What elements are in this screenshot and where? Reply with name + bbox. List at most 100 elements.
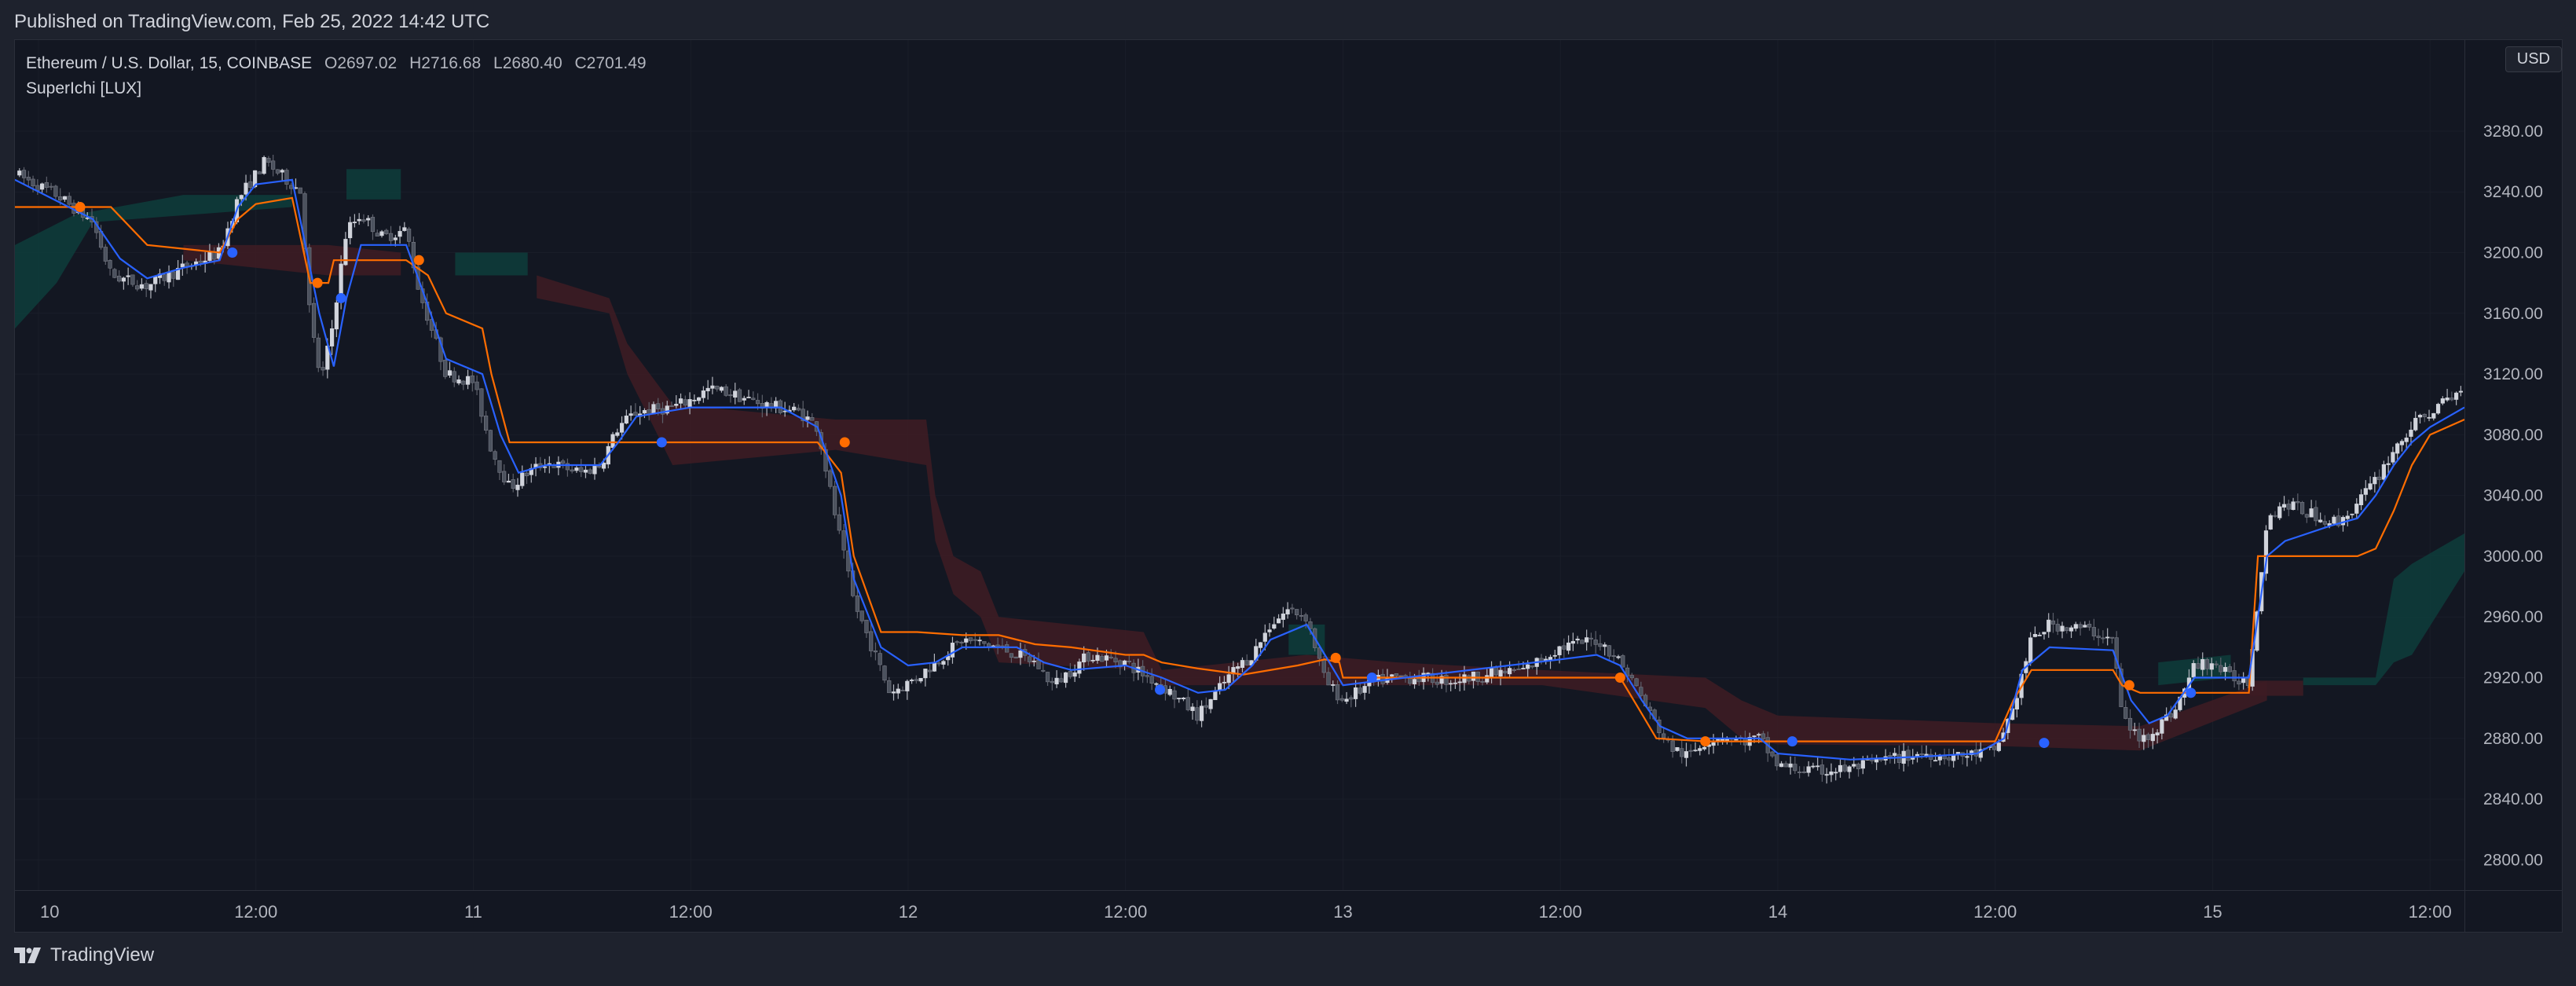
candle-body <box>112 269 117 278</box>
candle-body <box>1054 677 1059 685</box>
candle-body <box>2078 624 2083 629</box>
candle-body <box>1860 760 1865 769</box>
candle-body <box>484 416 489 431</box>
price-tick-label: 2840.00 <box>2483 790 2543 808</box>
candle-body <box>579 467 584 472</box>
candle-body <box>135 285 140 290</box>
candle-body <box>2037 634 2042 636</box>
candle-body <box>62 196 68 200</box>
candle-body <box>1326 672 1331 686</box>
candle-body <box>2168 713 2173 718</box>
candle-body <box>583 469 588 473</box>
published-header: Published on TradingView.com, Feb 25, 20… <box>14 11 490 32</box>
candle-body <box>2109 636 2115 639</box>
candle-body <box>2127 717 2133 731</box>
candle-body <box>171 271 176 279</box>
candle-body <box>2281 504 2287 508</box>
candle-body <box>1552 654 1557 657</box>
candle-body <box>352 222 357 224</box>
candle-body <box>1267 629 1272 632</box>
candle-body <box>402 227 407 231</box>
candle-body <box>1856 764 1861 770</box>
candle-body <box>493 451 497 460</box>
cloud-bull-segment <box>455 252 528 276</box>
candle-body <box>1185 697 1190 710</box>
candle-body <box>1295 609 1299 616</box>
candle-body <box>2386 463 2391 465</box>
candle-body <box>103 247 108 262</box>
tenkan-cross-marker <box>1366 673 1377 683</box>
candle-body <box>271 160 276 170</box>
candle-body <box>610 434 615 449</box>
symbol-name: Ethereum / U.S. Dollar, 15, COINBASE <box>26 54 313 72</box>
candle-body <box>2318 519 2323 522</box>
candle-body <box>515 485 520 490</box>
candle-body <box>2150 734 2155 742</box>
candle-body <box>1462 674 1467 684</box>
tenkan-line <box>15 178 2465 761</box>
candle-body <box>1258 642 1263 648</box>
price-chart[interactable]: 2800.00 2840.00 2880.00 2920.00 2960.00 3000.… <box>15 40 2563 933</box>
candle-body <box>126 275 130 277</box>
candle-body <box>2123 707 2128 719</box>
candle-body <box>2263 530 2269 574</box>
chart-panel[interactable]: 2800.00 2840.00 2880.00 2920.00 2960.00 3000.… <box>14 39 2563 933</box>
tenkan-cross-marker <box>335 292 346 303</box>
candle-body <box>456 379 461 383</box>
candle-body <box>2286 504 2291 510</box>
candle-body <box>1090 659 1095 662</box>
candle-body <box>1680 748 1684 757</box>
candle-body <box>955 641 959 643</box>
candle-body <box>1526 664 1530 669</box>
candle-body <box>859 610 864 621</box>
candle-body <box>44 181 49 188</box>
candle-body <box>2068 627 2074 632</box>
candle-body <box>1639 687 1643 696</box>
candle-body <box>1598 643 1603 647</box>
candle-body <box>461 380 466 385</box>
footer-brand[interactable]: TradingView <box>14 944 154 966</box>
cloud-bull-segment <box>346 169 401 200</box>
tradingview-logo-icon <box>14 948 41 963</box>
candle-body <box>1303 614 1308 621</box>
cloud-bull-segment <box>15 195 292 329</box>
candle-body <box>1027 656 1032 662</box>
candle-body <box>1072 672 1077 677</box>
candle-body <box>1226 674 1231 684</box>
candle-body <box>1050 680 1054 684</box>
candle-body <box>1893 753 1897 757</box>
candle-body <box>1770 751 1775 757</box>
candle-body <box>864 619 869 633</box>
candle-body <box>1100 656 1105 662</box>
currency-badge[interactable]: USD <box>2505 46 2562 72</box>
candle-body <box>1321 659 1326 673</box>
kijun-cross-marker <box>2123 680 2134 691</box>
candle-body <box>1362 686 1367 693</box>
candle-body <box>1222 681 1226 684</box>
high-label: H <box>409 54 422 72</box>
candle-body <box>2309 508 2314 518</box>
candle-body <box>1285 609 1290 615</box>
candle-body <box>941 661 946 665</box>
kijun-cross-marker <box>1614 673 1625 683</box>
candle-body <box>1834 772 1838 774</box>
candle-body <box>1167 688 1172 695</box>
open-label: O <box>324 54 338 72</box>
candle-body <box>506 480 511 483</box>
candle-body <box>2209 663 2214 670</box>
kijun-cross-marker <box>312 277 323 288</box>
candle-body <box>1878 759 1883 761</box>
candle-body <box>2137 728 2142 742</box>
candle-body <box>375 233 379 236</box>
kijun-cross-marker <box>413 255 424 266</box>
candle-body <box>751 398 756 400</box>
candle-body <box>2132 729 2137 731</box>
candle-body <box>1095 654 1100 661</box>
candle-body <box>1508 668 1512 675</box>
candle-body <box>1244 660 1249 665</box>
candle-body <box>398 231 402 237</box>
candle-body <box>1380 673 1385 684</box>
kijun-cross-marker <box>1330 652 1341 663</box>
candle-body <box>262 156 266 174</box>
indicator-name[interactable]: SuperIchi [LUX] <box>26 79 142 97</box>
